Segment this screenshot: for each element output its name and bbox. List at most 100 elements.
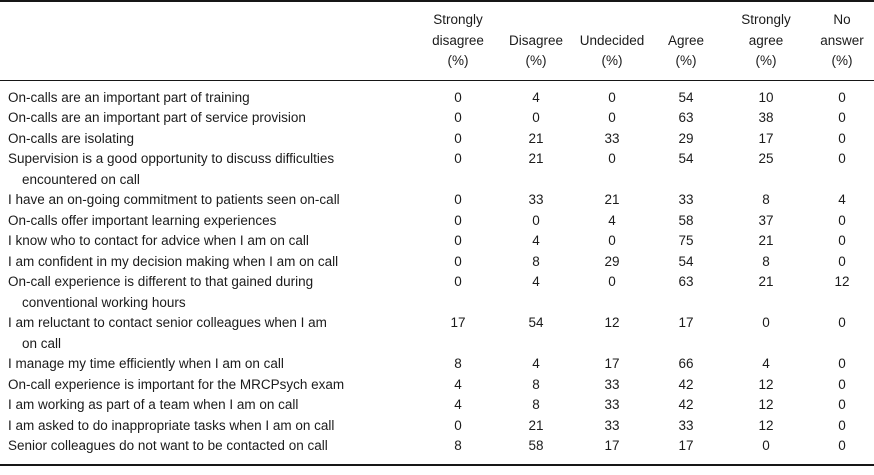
statement-cell: I am confident in my decision making whe… (8, 253, 339, 269)
value-cell: 54 (678, 89, 694, 105)
table-row: I know who to contact for advice when I … (0, 231, 874, 252)
value-cell: 0 (454, 151, 462, 166)
statement-cell: I know who to contact for advice when I … (8, 233, 309, 248)
column-header-strongly-agree: Strongly agree (%) (722, 1, 810, 81)
value-cell: 25 (758, 151, 774, 166)
table-row: I am confident in my decision making whe… (0, 252, 874, 273)
value-cell: 37 (758, 212, 774, 228)
value-cell: 33 (604, 376, 620, 392)
statement-cell: I am working as part of a team when I am… (8, 397, 299, 412)
table-row: On-calls are an important part of servic… (0, 108, 874, 129)
value-cell: 0 (838, 356, 846, 371)
statement-cell: Senior colleagues do not want to be cont… (8, 438, 328, 453)
statement-cell: I have an on-going commitment to patient… (8, 192, 340, 207)
value-cell: 21 (528, 130, 544, 146)
value-cell: 42 (678, 376, 694, 392)
value-cell: 0 (454, 212, 462, 228)
value-cell: 0 (838, 417, 846, 433)
value-cell: 12 (758, 376, 774, 392)
value-cell: 33 (604, 417, 620, 433)
value-cell: 17 (450, 315, 466, 330)
value-cell: 0 (454, 110, 462, 125)
value-cell: 63 (678, 110, 694, 125)
value-cell: 8 (532, 376, 540, 392)
statement-cell: I am reluctant to contact senior colleag… (8, 315, 327, 351)
value-cell: 0 (454, 274, 462, 289)
statement-cell: I manage my time efficiently when I am o… (8, 356, 284, 371)
value-cell: 8 (454, 438, 462, 453)
value-cell: 0 (608, 151, 616, 166)
value-cell: 33 (678, 417, 694, 433)
value-cell: 66 (678, 356, 694, 371)
statement-column-header (0, 1, 418, 81)
value-cell: 12 (758, 417, 774, 433)
table-row: I am working as part of a team when I am… (0, 395, 874, 416)
value-cell: 21 (528, 417, 544, 433)
value-cell: 0 (838, 151, 846, 166)
table-header: Strongly disagree (%) Disagree (%) Undec… (0, 1, 874, 81)
value-cell: 17 (758, 130, 774, 146)
value-cell: 12 (834, 274, 850, 289)
table-row: Supervision is a good opportunity to dis… (0, 149, 874, 190)
value-cell: 63 (678, 274, 694, 289)
value-cell: 0 (838, 376, 846, 392)
value-cell: 0 (608, 233, 616, 248)
value-cell: 8 (454, 356, 462, 371)
statement-cell: On-calls are isolating (8, 130, 135, 146)
value-cell: 0 (532, 110, 540, 125)
value-cell: 33 (528, 192, 544, 207)
value-cell: 12 (604, 315, 620, 330)
value-cell: 4 (454, 376, 462, 392)
value-cell: 4 (532, 89, 540, 105)
value-cell: 0 (608, 274, 616, 289)
table-row: Senior colleagues do not want to be cont… (0, 436, 874, 465)
value-cell: 33 (604, 130, 620, 146)
value-cell: 29 (604, 253, 620, 269)
table-row: On-calls are isolating 0 21 33 29 17 0 (0, 129, 874, 150)
value-cell: 17 (604, 438, 620, 453)
value-cell: 0 (608, 89, 616, 105)
value-cell: 4 (454, 397, 462, 412)
value-cell: 21 (528, 151, 544, 166)
value-cell: 4 (532, 356, 540, 371)
value-cell: 0 (454, 89, 462, 105)
value-cell: 54 (528, 315, 544, 330)
value-cell: 21 (758, 233, 774, 248)
value-cell: 0 (454, 192, 462, 207)
column-header-strongly-disagree: Strongly disagree (%) (418, 1, 498, 81)
value-cell: 54 (678, 151, 694, 166)
value-cell: 12 (758, 397, 774, 412)
value-cell: 0 (762, 315, 770, 330)
value-cell: 0 (838, 438, 846, 453)
table-row: On-call experience is different to that … (0, 272, 874, 313)
value-cell: 58 (528, 438, 544, 453)
value-cell: 8 (532, 253, 540, 269)
value-cell: 0 (838, 130, 846, 146)
statement-cell: On-call experience is important for the … (8, 376, 345, 392)
value-cell: 0 (608, 110, 616, 125)
value-cell: 58 (678, 212, 694, 228)
value-cell: 29 (678, 130, 694, 146)
header-row: Strongly disagree (%) Disagree (%) Undec… (0, 1, 874, 81)
table-row: On-call experience is important for the … (0, 375, 874, 396)
value-cell: 33 (678, 192, 694, 207)
value-cell: 8 (532, 397, 540, 412)
value-cell: 0 (454, 233, 462, 248)
value-cell: 0 (454, 253, 462, 269)
column-header-undecided: Undecided (%) (574, 1, 650, 81)
value-cell: 4 (762, 356, 770, 371)
value-cell: 0 (838, 212, 846, 228)
value-cell: 4 (608, 212, 616, 228)
value-cell: 17 (604, 356, 620, 371)
value-cell: 0 (838, 397, 846, 412)
value-cell: 4 (838, 192, 846, 207)
value-cell: 21 (758, 274, 774, 289)
value-cell: 0 (838, 110, 846, 125)
value-cell: 38 (758, 110, 774, 125)
value-cell: 8 (762, 192, 770, 207)
value-cell: 0 (838, 315, 846, 330)
table-row: I am asked to do inappropriate tasks whe… (0, 416, 874, 437)
value-cell: 0 (838, 89, 846, 105)
